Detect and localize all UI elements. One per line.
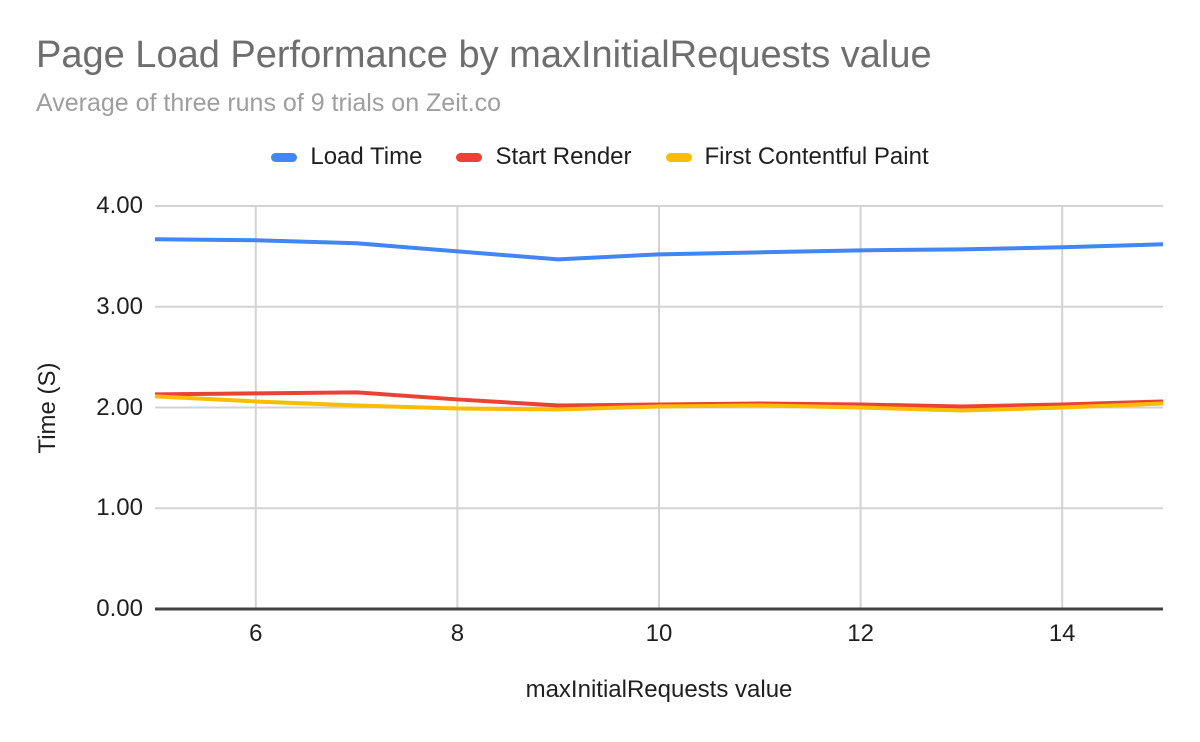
- legend-item-start-render: Start Render: [456, 143, 632, 171]
- x-tick-label: 6: [249, 620, 263, 647]
- series-line-first-contentful-paint: [154, 394, 1164, 413]
- legend-item-load-time: Load Time: [271, 143, 422, 171]
- legend-label: Start Render: [495, 143, 632, 170]
- y-tick-label: 4.00: [96, 192, 143, 219]
- legend-swatch-icon: [271, 152, 298, 162]
- chart-title: Page Load Performance by maxInitialReque…: [36, 34, 932, 76]
- y-tick-label: 0.00: [96, 595, 143, 622]
- chart-legend: Load Time Start Render First Contentful Pa…: [0, 143, 1200, 171]
- legend-label: Load Time: [310, 143, 423, 170]
- x-tick-label: 14: [1048, 620, 1076, 647]
- x-axis-title: maxInitialRequests value: [525, 676, 793, 703]
- x-tick-label: 8: [450, 620, 465, 647]
- y-tick-label: 1.00: [96, 494, 143, 522]
- y-tick-label: 2.00: [96, 393, 143, 421]
- legend-item-first-contentful-paint: First Contentful Paint: [665, 143, 929, 171]
- chart-subtitle: Average of three runs of 9 trials on Zei…: [36, 89, 502, 117]
- plot-area: [154, 205, 1164, 611]
- legend-swatch-icon: [665, 152, 692, 162]
- legend-label: First Contentful Paint: [704, 143, 929, 170]
- x-tick-label: 12: [847, 620, 874, 647]
- legend-swatch-icon: [456, 152, 483, 162]
- series-line-start-render: [154, 390, 1164, 409]
- series-line-load-time: [154, 237, 1164, 262]
- x-tick-label: 10: [645, 620, 673, 647]
- y-tick-label: 3.00: [96, 292, 143, 320]
